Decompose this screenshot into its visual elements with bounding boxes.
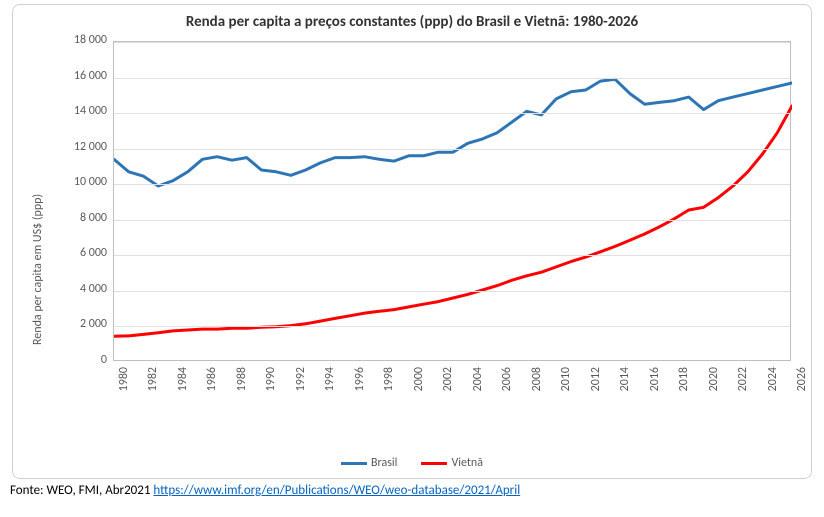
y-tick-label: 4 000 <box>59 282 107 296</box>
legend-item: Brasil <box>341 456 397 470</box>
x-tick-label: 1982 <box>146 367 160 399</box>
x-tick-label: 2020 <box>707 367 721 399</box>
x-tick-label: 1990 <box>264 367 278 399</box>
x-tick-label: 2004 <box>471 367 485 399</box>
x-tick-label: 2012 <box>589 367 603 399</box>
chart-title: Renda per capita a preços constantes (pp… <box>13 5 811 35</box>
x-tick-label: 2026 <box>795 367 809 399</box>
x-tick-label: 2000 <box>412 367 426 399</box>
legend-label: Brasil <box>371 456 397 470</box>
y-tick-label: 18 000 <box>59 33 107 47</box>
series-line-vietnã <box>114 106 792 336</box>
x-tick-label: 2006 <box>500 367 514 399</box>
legend-swatch <box>421 462 447 465</box>
x-tick-label: 1988 <box>235 367 249 399</box>
x-tick-label: 1996 <box>353 367 367 399</box>
x-tick-label: 2024 <box>766 367 780 399</box>
x-tick-label: 1984 <box>176 367 190 399</box>
source-link[interactable]: https://www.imf.org/en/Publications/WEO/… <box>153 483 520 498</box>
x-tick-label: 1980 <box>117 367 131 399</box>
x-tick-label: 1986 <box>205 367 219 399</box>
x-tick-label: 2016 <box>648 367 662 399</box>
legend-label: Vietnã <box>451 456 483 470</box>
y-tick-label: 14 000 <box>59 104 107 118</box>
x-tick-label: 2014 <box>618 367 632 399</box>
legend-item: Vietnã <box>421 456 483 470</box>
x-tick-label: 1998 <box>382 367 396 399</box>
y-tick-label: 12 000 <box>59 140 107 154</box>
y-tick-label: 2 000 <box>59 317 107 331</box>
chart-container: Renda per capita a preços constantes (pp… <box>12 4 812 479</box>
source-prefix: Fonte: WEO, FMI, Abr2021 <box>10 483 153 498</box>
source-line: Fonte: WEO, FMI, Abr2021 https://www.imf… <box>0 479 824 498</box>
plot-area <box>113 41 791 361</box>
y-tick-label: 16 000 <box>59 69 107 83</box>
y-axis-title: Renda per capita em US$ (ppp) <box>31 194 45 345</box>
series-line-brasil <box>114 79 792 186</box>
x-tick-label: 1994 <box>323 367 337 399</box>
x-tick-label: 2008 <box>530 367 544 399</box>
legend: Brasil Vietnã <box>13 456 811 470</box>
plot-svg <box>114 42 792 362</box>
x-tick-label: 2002 <box>441 367 455 399</box>
y-tick-label: 0 <box>59 353 107 367</box>
x-tick-label: 2010 <box>559 367 573 399</box>
y-tick-label: 6 000 <box>59 246 107 260</box>
y-tick-label: 10 000 <box>59 175 107 189</box>
x-tick-label: 2018 <box>677 367 691 399</box>
legend-swatch <box>341 462 367 465</box>
y-tick-label: 8 000 <box>59 211 107 225</box>
x-tick-label: 2022 <box>736 367 750 399</box>
x-tick-label: 1992 <box>294 367 308 399</box>
